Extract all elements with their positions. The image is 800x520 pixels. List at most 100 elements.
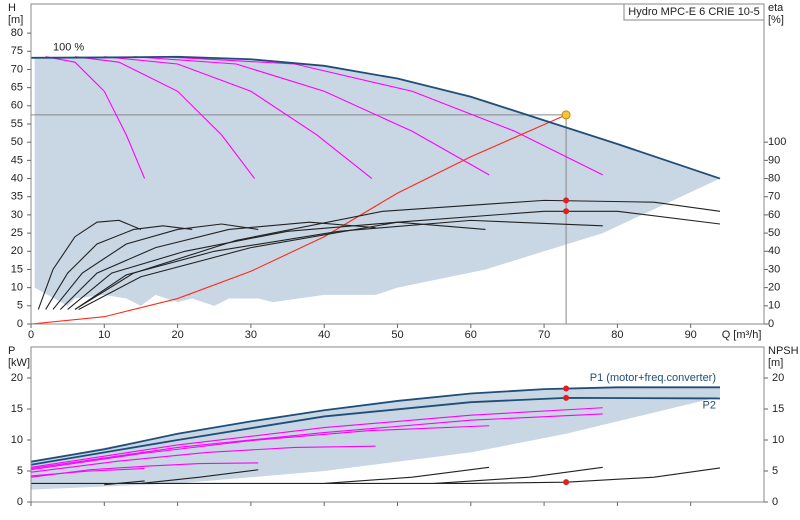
operating-point — [561, 110, 571, 120]
y2-tick-label: 0 — [772, 496, 778, 508]
y-tick-label: 30 — [11, 209, 23, 221]
y-tick-label: 5 — [17, 465, 23, 477]
x-tick-label: 70 — [538, 329, 550, 341]
plot — [31, 386, 721, 490]
y2-tick-label: 0 — [768, 318, 774, 330]
y2-tick-label: 60 — [768, 209, 780, 221]
curve — [104, 480, 145, 486]
series-label: P2 — [703, 399, 716, 411]
x-tick-label: 20 — [171, 329, 183, 341]
x-tick-label: 10 — [98, 329, 110, 341]
curve — [74, 56, 256, 179]
y2-axis-label: eta — [768, 2, 784, 14]
y2-tick-label: 100 — [768, 136, 786, 148]
curve — [31, 55, 721, 180]
curve — [67, 221, 486, 310]
y2-tick-label: 90 — [768, 154, 780, 166]
plot — [31, 55, 721, 324]
y-tick-label: 0 — [17, 318, 23, 330]
y-tick-label: 15 — [11, 263, 23, 275]
y-axis-label: P — [8, 345, 15, 357]
x-tick-label: 60 — [465, 329, 477, 341]
x-tick-label: 30 — [245, 329, 257, 341]
series-label: P1 (motor+freq.converter) — [590, 372, 716, 384]
curve — [52, 223, 259, 310]
y-tick-label: 35 — [11, 191, 23, 203]
y-axis-label: [kW] — [8, 357, 30, 369]
y-tick-label: 45 — [11, 154, 23, 166]
y-tick-label: 0 — [17, 496, 23, 508]
x-tick-label: 0 — [28, 329, 34, 341]
curve — [140, 469, 259, 484]
y2-tick-label: 80 — [768, 172, 780, 184]
curve — [74, 199, 721, 310]
operating-point — [563, 208, 570, 215]
y-tick-label: 20 — [11, 372, 23, 384]
y-tick-label: 75 — [11, 45, 23, 57]
y2-tick-label: 30 — [768, 263, 780, 275]
y-tick-label: 25 — [11, 227, 23, 239]
curve — [31, 386, 721, 463]
y2-axis-label: [m] — [768, 357, 783, 369]
operating-point — [563, 385, 570, 392]
curve — [45, 225, 193, 310]
y2-tick-label: 20 — [772, 372, 784, 384]
y-tick-label: 80 — [11, 27, 23, 39]
y-tick-label: 55 — [11, 118, 23, 130]
y2-axis-label: NPSH — [768, 345, 799, 357]
y2-tick-label: 70 — [768, 191, 780, 203]
curve — [31, 396, 721, 466]
curve — [31, 445, 376, 473]
y2-tick-label: 50 — [768, 227, 780, 239]
curve — [37, 219, 142, 310]
operating-point — [563, 394, 570, 401]
y2-tick-label: 5 — [772, 465, 778, 477]
x-axis-label: Q [m³/h] — [722, 329, 762, 341]
curve — [31, 462, 259, 478]
y-tick-label: 10 — [11, 434, 23, 446]
operating-point — [563, 479, 570, 486]
y-tick-label: 15 — [11, 403, 23, 415]
operating-point — [563, 197, 570, 204]
curve — [324, 466, 490, 484]
y-axis-label: H — [8, 2, 16, 14]
curve — [31, 413, 603, 470]
y2-tick-label: 15 — [772, 403, 784, 415]
y2-tick-label: 20 — [768, 282, 780, 294]
chart-title: Hydro MPC-E 6 CRIE 10-5 — [628, 6, 759, 18]
curve — [45, 56, 146, 179]
curve — [31, 467, 721, 484]
title-box — [623, 3, 765, 21]
curve — [31, 407, 603, 468]
y-axis-label: [m] — [8, 14, 23, 26]
annotation: 100 % — [53, 42, 84, 54]
curve — [78, 210, 721, 310]
curve — [31, 425, 490, 471]
operating-area — [31, 387, 721, 490]
curve — [133, 56, 490, 176]
y-tick-label: 10 — [11, 282, 23, 294]
curve — [162, 56, 603, 176]
y-tick-label: 65 — [11, 82, 23, 94]
y2-tick-label: 40 — [768, 245, 780, 257]
operating-area — [34, 56, 721, 306]
y2-tick-label: 10 — [768, 300, 780, 312]
y-tick-label: 40 — [11, 172, 23, 184]
y2-axis-label: [%] — [768, 14, 784, 26]
curve — [74, 219, 603, 310]
y-tick-label: 20 — [11, 245, 23, 257]
y2-tick-label: 10 — [772, 434, 784, 446]
curve — [31, 114, 567, 324]
x-tick-label: 80 — [611, 329, 623, 341]
y-tick-label: 50 — [11, 136, 23, 148]
x-tick-label: 40 — [318, 329, 330, 341]
curve — [434, 466, 603, 484]
y-tick-label: 70 — [11, 63, 23, 75]
x-tick-label: 90 — [685, 329, 697, 341]
y-tick-label: 60 — [11, 100, 23, 112]
y-tick-label: 5 — [17, 300, 23, 312]
curve — [104, 56, 373, 179]
x-tick-label: 50 — [391, 329, 403, 341]
